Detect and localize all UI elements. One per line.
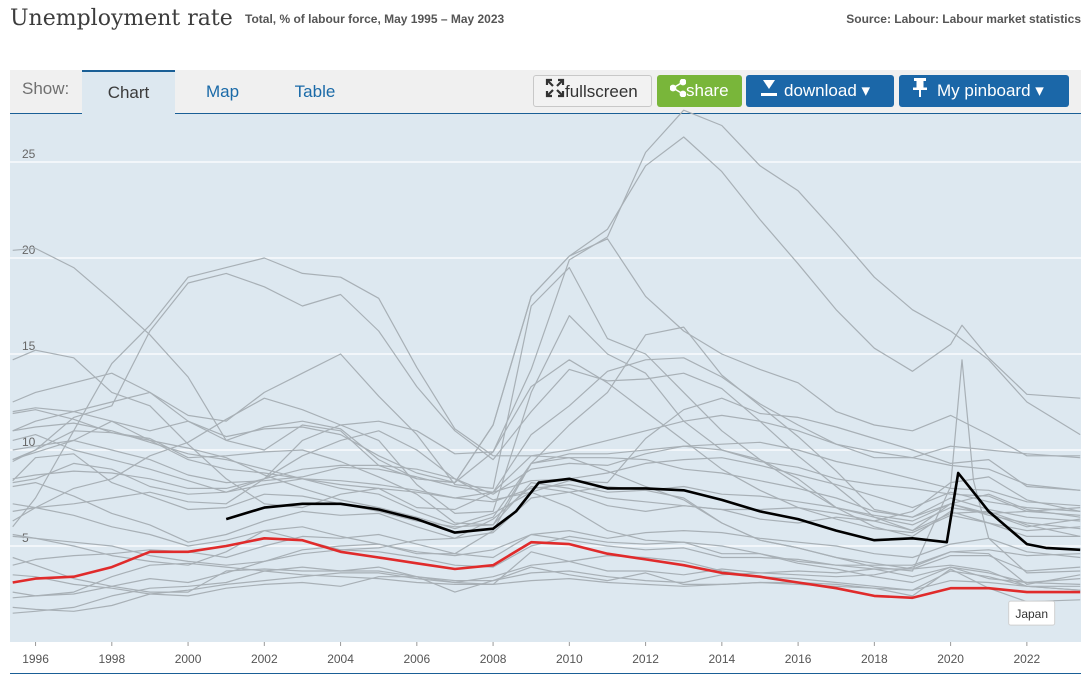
- x-tick-label: 2014: [708, 652, 735, 666]
- tab-chart[interactable]: Chart: [82, 70, 175, 114]
- x-tick-label: 2012: [632, 652, 659, 666]
- fullscreen-button[interactable]: fullscreen: [533, 75, 652, 107]
- x-axis-band: [10, 642, 1081, 676]
- chart-toolbar: Show: Chart Map Table fullscreen sh: [10, 70, 1081, 114]
- series-label-box: [1008, 600, 1056, 626]
- series-line[interactable]: [12, 434, 1081, 522]
- tab-table[interactable]: Table: [294, 82, 336, 101]
- x-tick-label: 2002: [251, 652, 278, 666]
- series-line-highlighted[interactable]: [225, 471, 1081, 552]
- chart-subtitle: Total, % of labour force, May 1995 – May…: [245, 12, 505, 26]
- series-lines: [12, 109, 1081, 614]
- series-line[interactable]: [12, 453, 1081, 528]
- series-line[interactable]: [12, 109, 1081, 484]
- bottom-rule: [10, 673, 1081, 674]
- x-tick-label: 2020: [937, 652, 964, 666]
- share-label: share: [686, 81, 729, 100]
- download-button[interactable]: download ▾: [746, 75, 894, 107]
- x-tick-label: 2016: [785, 652, 812, 666]
- series-line[interactable]: [12, 482, 1081, 543]
- x-tick-label: 2006: [403, 652, 430, 666]
- series-label-japan: Japan: [1015, 607, 1048, 621]
- x-tick-label: 2004: [327, 652, 354, 666]
- series-labels: Japan: [1008, 600, 1056, 626]
- chart-header: Unemployment rate Total, % of labour for…: [0, 0, 1092, 40]
- y-tick-label: 10: [22, 435, 36, 449]
- show-label: Show:: [22, 79, 70, 98]
- series-line[interactable]: [12, 359, 1081, 537]
- tab-map[interactable]: Map: [205, 82, 240, 101]
- x-tick-label: 2022: [1014, 652, 1041, 666]
- series-line[interactable]: [12, 566, 1081, 603]
- y-tick-label: 20: [22, 243, 36, 257]
- series-line[interactable]: [12, 555, 1081, 614]
- pinboard-label: My pinboard ▾: [937, 81, 1044, 100]
- x-tick-label: 1998: [98, 652, 125, 666]
- series-line[interactable]: [12, 439, 1081, 512]
- x-axis-ticks: 1996 1998 2000 2002 2004 2006 2008 2010 2012 2014…: [22, 642, 1041, 666]
- x-tick-label: 2018: [861, 652, 888, 666]
- fullscreen-icon: [545, 77, 565, 109]
- series-line[interactable]: [12, 430, 1081, 530]
- series-line[interactable]: [12, 441, 1081, 507]
- y-tick-label: 25: [22, 147, 36, 161]
- fullscreen-label: fullscreen: [565, 82, 638, 101]
- pin-icon: [913, 76, 927, 108]
- download-icon: [760, 76, 778, 108]
- series-line[interactable]: [12, 272, 1081, 537]
- series-line[interactable]: [12, 407, 1081, 499]
- series-line[interactable]: [12, 326, 1081, 528]
- download-label: download ▾: [784, 81, 871, 100]
- x-tick-label: 2008: [480, 652, 507, 666]
- page-title: Unemployment rate: [10, 6, 233, 31]
- x-tick-label: 2000: [175, 652, 202, 666]
- series-line[interactable]: [12, 349, 1081, 511]
- source-label: Source: Labour: Labour market statistics: [846, 12, 1081, 26]
- series-line[interactable]: [12, 535, 1081, 568]
- highlighted-lines: [12, 471, 1081, 600]
- series-line-japan[interactable]: [12, 537, 1081, 600]
- series-line[interactable]: [12, 136, 1081, 484]
- series-line[interactable]: [12, 551, 1081, 599]
- share-button[interactable]: share: [657, 75, 742, 107]
- grid-lines: [10, 161, 1081, 547]
- series-line[interactable]: [12, 359, 1081, 574]
- series-line[interactable]: [12, 530, 1081, 597]
- y-tick-label: 15: [22, 339, 36, 353]
- share-icon: [669, 76, 687, 108]
- x-tick-label: 2010: [556, 652, 583, 666]
- series-line[interactable]: [12, 556, 1081, 593]
- series-line[interactable]: [12, 572, 1081, 612]
- x-tick-label: 1996: [22, 652, 49, 666]
- series-line[interactable]: [12, 315, 1081, 526]
- pinboard-button[interactable]: My pinboard ▾: [899, 75, 1069, 107]
- series-line[interactable]: [12, 238, 1081, 484]
